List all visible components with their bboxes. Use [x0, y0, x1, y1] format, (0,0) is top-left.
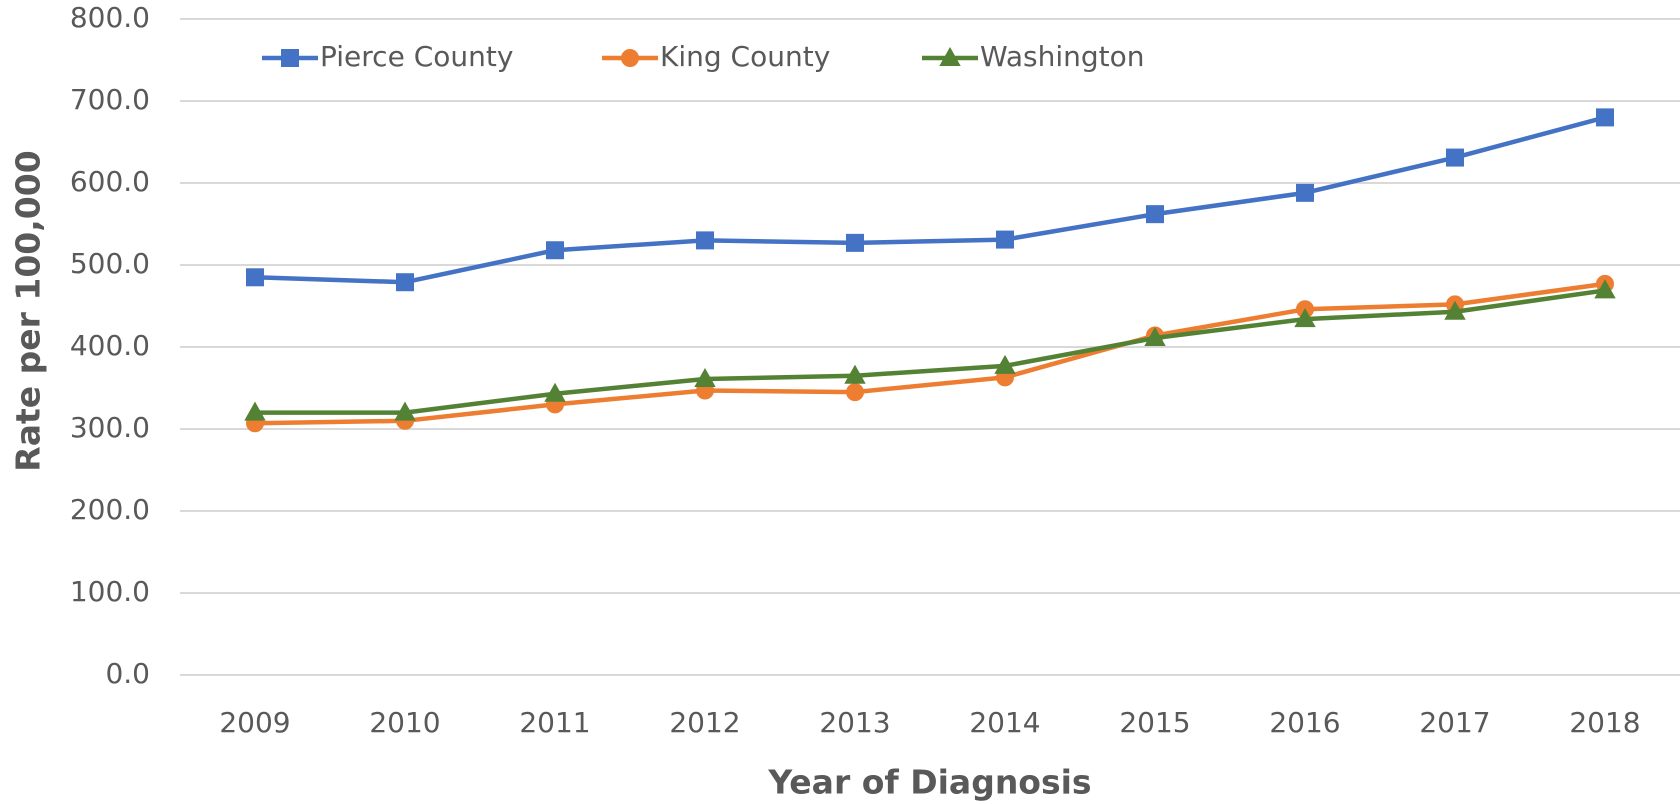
legend-marker: [281, 49, 299, 67]
series-line: [254, 281, 1606, 426]
data-point: [1296, 183, 1314, 202]
y-tick-label: 0.0: [105, 657, 150, 690]
legend-label: King County: [660, 40, 830, 73]
y-tick-label: 600.0: [70, 165, 150, 198]
data-point: [1444, 300, 1466, 320]
data-point: [1294, 308, 1316, 328]
data-point: [846, 383, 864, 402]
legend-marker: [621, 49, 639, 67]
legend-label: Pierce County: [320, 40, 513, 73]
data-point: [1446, 148, 1464, 167]
data-point: [546, 241, 564, 260]
x-tick-label: 2017: [1419, 706, 1490, 739]
x-tick-label: 2012: [669, 706, 740, 739]
series-line: [254, 115, 1606, 285]
y-tick-label: 400.0: [70, 329, 150, 362]
data-point: [244, 401, 266, 421]
data-point: [694, 367, 716, 387]
data-point: [1594, 279, 1616, 299]
data-point: [696, 231, 714, 250]
x-tick-label: 2013: [819, 706, 890, 739]
y-tick-label: 200.0: [70, 493, 150, 526]
data-point: [246, 268, 264, 287]
x-tick-label: 2015: [1119, 706, 1190, 739]
data-point: [994, 354, 1016, 374]
x-tick-label: 2018: [1569, 706, 1640, 739]
x-tick-label: 2014: [969, 706, 1040, 739]
x-tick-label: 2010: [369, 706, 440, 739]
y-tick-label: 300.0: [70, 411, 150, 444]
y-tick-label: 500.0: [70, 247, 150, 280]
y-tick-label: 800.0: [70, 1, 150, 34]
x-tick-label: 2011: [519, 706, 590, 739]
legend-marker: [939, 46, 961, 66]
series-line: [255, 288, 1606, 415]
y-tick-label: 700.0: [70, 83, 150, 116]
data-point: [544, 382, 566, 402]
legend-label: Washington: [980, 40, 1145, 73]
data-point: [396, 273, 414, 292]
data-point: [1596, 108, 1614, 127]
data-point: [844, 364, 866, 384]
data-point: [1144, 326, 1166, 346]
y-axis-title: Rate per 100,000: [9, 150, 48, 471]
x-tick-label: 2016: [1269, 706, 1340, 739]
data-point: [846, 233, 864, 252]
y-tick-label: 100.0: [70, 575, 150, 608]
x-tick-label: 2009: [219, 706, 290, 739]
data-point: [996, 230, 1014, 249]
data-point: [1146, 205, 1164, 224]
x-axis-title: Year of Diagnosis: [767, 763, 1091, 802]
data-point: [394, 401, 416, 421]
